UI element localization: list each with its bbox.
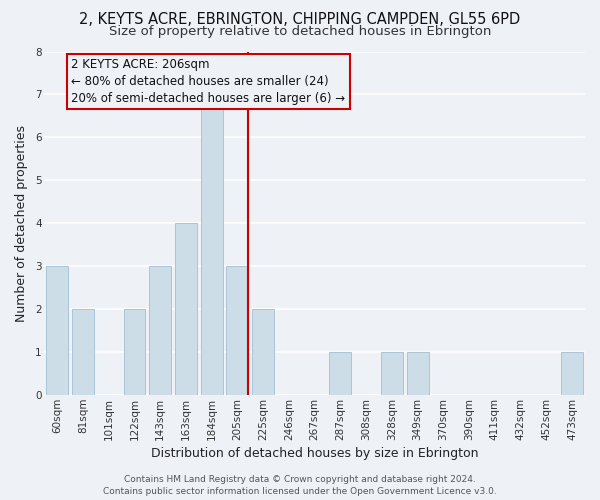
Bar bbox=[226, 266, 248, 395]
Bar bbox=[175, 224, 197, 395]
Text: Contains HM Land Registry data © Crown copyright and database right 2024.
Contai: Contains HM Land Registry data © Crown c… bbox=[103, 475, 497, 496]
Bar bbox=[149, 266, 171, 395]
Text: Size of property relative to detached houses in Ebrington: Size of property relative to detached ho… bbox=[109, 25, 491, 38]
Bar bbox=[46, 266, 68, 395]
Bar bbox=[407, 352, 428, 395]
Bar bbox=[329, 352, 352, 395]
Bar bbox=[381, 352, 403, 395]
Text: 2, KEYTS ACRE, EBRINGTON, CHIPPING CAMPDEN, GL55 6PD: 2, KEYTS ACRE, EBRINGTON, CHIPPING CAMPD… bbox=[79, 12, 521, 28]
Bar bbox=[561, 352, 583, 395]
Bar bbox=[201, 94, 223, 395]
X-axis label: Distribution of detached houses by size in Ebrington: Distribution of detached houses by size … bbox=[151, 447, 478, 460]
Bar bbox=[124, 309, 145, 395]
Bar bbox=[252, 309, 274, 395]
Y-axis label: Number of detached properties: Number of detached properties bbox=[15, 125, 28, 322]
Bar bbox=[72, 309, 94, 395]
Text: 2 KEYTS ACRE: 206sqm
← 80% of detached houses are smaller (24)
20% of semi-detac: 2 KEYTS ACRE: 206sqm ← 80% of detached h… bbox=[71, 58, 346, 105]
